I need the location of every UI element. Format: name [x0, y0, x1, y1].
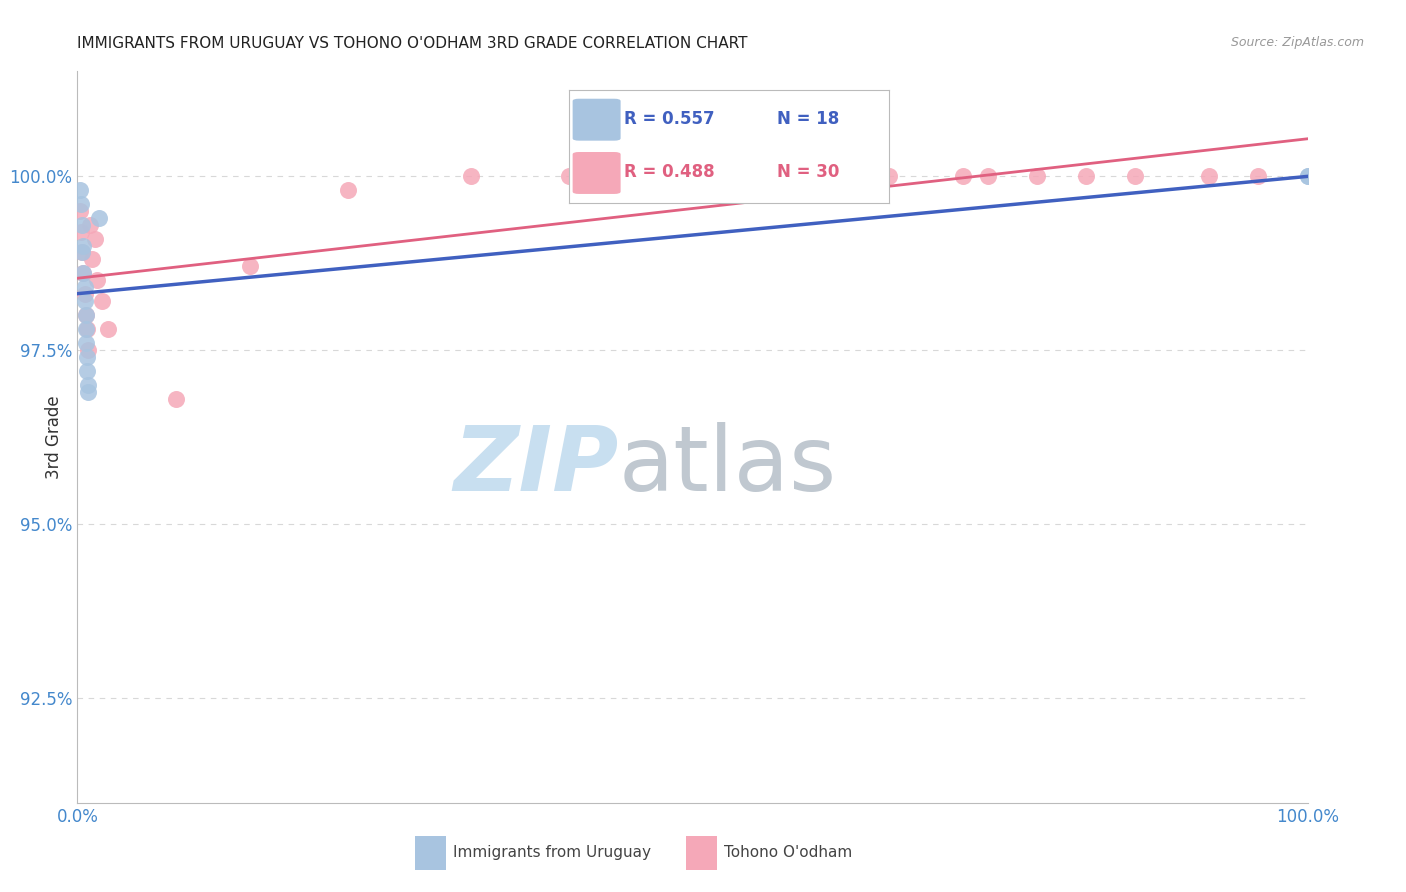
Point: [165, 392, 187, 406]
Point: [86, 273, 108, 287]
Point: [73, 294, 96, 309]
Point: [755, 169, 778, 183]
Point: [1296, 169, 1319, 183]
Point: [558, 169, 581, 183]
Point: [830, 169, 852, 183]
Point: [239, 260, 262, 274]
Point: [337, 183, 360, 197]
Point: [79, 218, 101, 232]
Text: Immigrants from Uruguay: Immigrants from Uruguay: [453, 846, 651, 860]
Y-axis label: 3rd Grade: 3rd Grade: [45, 395, 63, 479]
Point: [70, 225, 93, 239]
Point: [70, 196, 93, 211]
Point: [75, 322, 97, 336]
Point: [72, 238, 94, 252]
Point: [1076, 169, 1098, 183]
Point: [73, 280, 96, 294]
Point: [952, 169, 974, 183]
Text: ZIP: ZIP: [453, 422, 619, 510]
Text: Tohono O'odham: Tohono O'odham: [724, 846, 852, 860]
Point: [75, 308, 97, 322]
Point: [72, 266, 94, 280]
Point: [97, 322, 120, 336]
Point: [70, 245, 93, 260]
Point: [89, 211, 111, 225]
Point: [72, 266, 94, 280]
Point: [879, 169, 901, 183]
Point: [70, 245, 93, 260]
Point: [682, 169, 704, 183]
Text: atlas: atlas: [619, 422, 837, 510]
Point: [77, 384, 100, 399]
Point: [73, 287, 96, 301]
Point: [75, 336, 97, 351]
Point: [977, 169, 1000, 183]
Point: [1296, 169, 1319, 183]
Point: [77, 377, 100, 392]
Point: [1198, 169, 1220, 183]
Text: Source: ZipAtlas.com: Source: ZipAtlas.com: [1230, 36, 1364, 49]
Point: [82, 252, 104, 267]
Point: [83, 231, 105, 245]
Point: [76, 322, 98, 336]
Point: [69, 183, 91, 197]
Point: [76, 364, 98, 378]
Point: [69, 203, 91, 218]
Point: [90, 294, 114, 309]
Point: [1247, 169, 1270, 183]
Point: [76, 350, 98, 364]
Text: IMMIGRANTS FROM URUGUAY VS TOHONO O'ODHAM 3RD GRADE CORRELATION CHART: IMMIGRANTS FROM URUGUAY VS TOHONO O'ODHA…: [77, 36, 748, 51]
Point: [70, 218, 93, 232]
Point: [1026, 169, 1049, 183]
Point: [77, 343, 100, 357]
Point: [75, 308, 97, 322]
Point: [1125, 169, 1147, 183]
Point: [460, 169, 482, 183]
